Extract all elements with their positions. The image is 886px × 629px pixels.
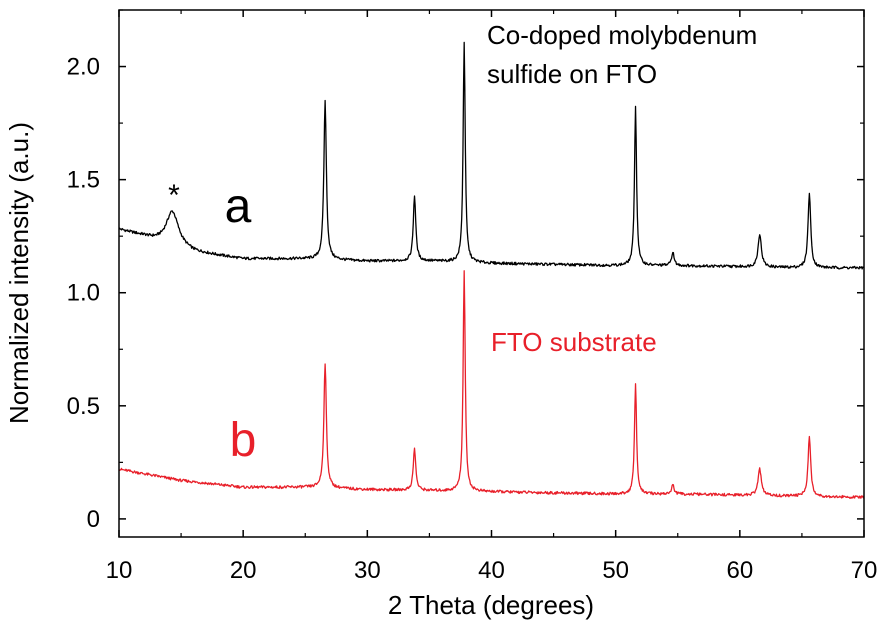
y-tick-label: 1.0: [67, 280, 100, 307]
x-tick-label: 10: [106, 557, 133, 584]
x-tick-label: 30: [354, 557, 381, 584]
axis-tick-labels: 10 20 30 40 50 60 70 0 0.5 1.0 1.5 2.0: [67, 54, 878, 584]
y-tick-label: 0: [87, 506, 100, 533]
top-annotation-line2: sulfide on FTO: [487, 59, 657, 89]
y-tick-label: 1.5: [67, 167, 100, 194]
fto-substrate-annotation: FTO substrate: [491, 327, 657, 357]
y-axis-label: Normalized intensity (a.u.): [4, 122, 34, 424]
series-a-label: a: [225, 180, 252, 233]
top-annotation-line1: Co-doped molybdenum: [487, 20, 757, 50]
x-tick-label: 40: [478, 557, 505, 584]
y-tick-label: 0.5: [67, 393, 100, 420]
series-line-a: [118, 41, 865, 270]
x-tick-label: 50: [602, 557, 629, 584]
x-tick-label: 60: [726, 557, 753, 584]
x-axis-label: 2 Theta (degrees): [388, 590, 594, 620]
series-b-label: b: [230, 414, 257, 467]
series-line-b: [118, 270, 865, 499]
y-tick-label: 2.0: [67, 54, 100, 81]
series-group: [118, 41, 865, 499]
x-tick-label: 70: [851, 557, 878, 584]
peak-star-annotation: *: [168, 179, 180, 212]
plot-frame: [118, 9, 865, 538]
x-tick-label: 20: [230, 557, 257, 584]
